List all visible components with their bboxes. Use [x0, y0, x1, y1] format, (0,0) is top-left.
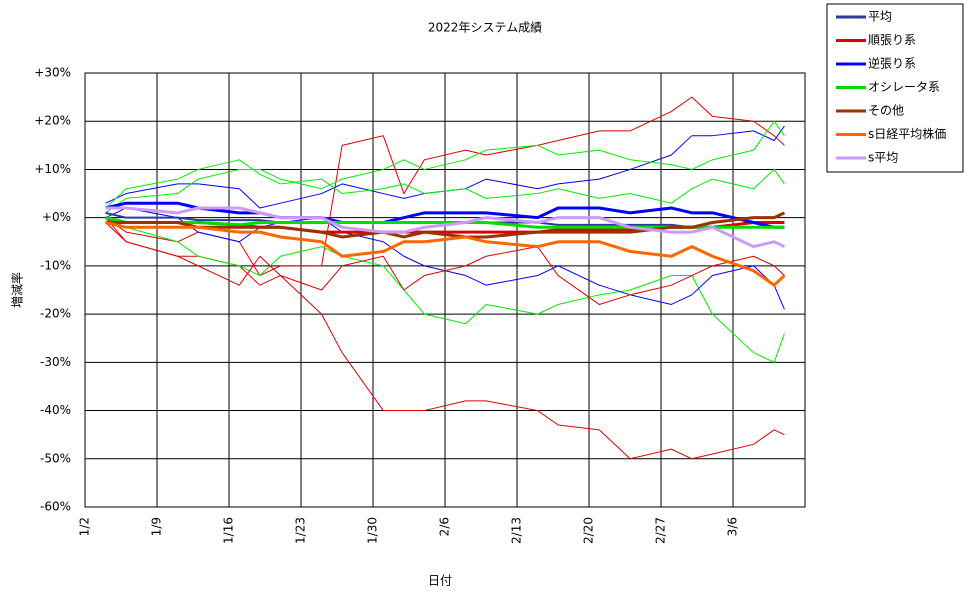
- y-tick-label: +10%: [34, 162, 71, 176]
- legend-label: 平均: [868, 10, 892, 24]
- series-line: [105, 206, 786, 249]
- thin-line: [105, 120, 785, 214]
- legend-label: s平均: [868, 151, 898, 165]
- x-tick-label: 1/23: [294, 517, 308, 544]
- x-tick-label: 2/13: [510, 517, 524, 544]
- x-tick-label: 1/2: [78, 517, 92, 536]
- y-tick-label: -30%: [40, 355, 71, 369]
- legend-label: オシレータ系: [868, 80, 940, 94]
- legend-label: s日経平均株価: [868, 126, 946, 141]
- y-tick-label: +20%: [34, 114, 71, 128]
- y-tick-label: -10%: [40, 258, 71, 272]
- y-axis-label: 増減率: [10, 272, 25, 308]
- x-tick-label: 3/6: [726, 517, 740, 536]
- thin-line: [105, 222, 785, 305]
- legend-label: 順張り系: [868, 33, 916, 47]
- series-line: [105, 221, 786, 287]
- chart-title: 2022年システム成績: [428, 21, 542, 35]
- y-tick-label: -40%: [40, 403, 71, 417]
- y-tick-label: -50%: [40, 451, 71, 465]
- x-tick-label: 1/16: [222, 517, 236, 544]
- series-line: [105, 201, 785, 229]
- thin-line: [105, 217, 785, 363]
- x-tick-label: 1/9: [150, 517, 164, 536]
- legend-label: その他: [868, 104, 904, 118]
- x-axis-label: 日付: [428, 574, 452, 588]
- x-tick-label: 1/30: [366, 517, 380, 544]
- legend-label: 逆張り系: [868, 56, 916, 71]
- x-tick-label: 2/6: [438, 517, 452, 536]
- y-tick-label: -60%: [40, 500, 71, 514]
- series-line: [105, 211, 786, 239]
- y-tick-label: +0%: [42, 210, 71, 224]
- thin-line: [105, 159, 785, 209]
- x-tick-label: 2/27: [654, 517, 668, 544]
- y-tick-label: -20%: [40, 307, 71, 321]
- y-tick-label: +30%: [34, 66, 71, 80]
- x-tick-label: 2/20: [582, 517, 596, 544]
